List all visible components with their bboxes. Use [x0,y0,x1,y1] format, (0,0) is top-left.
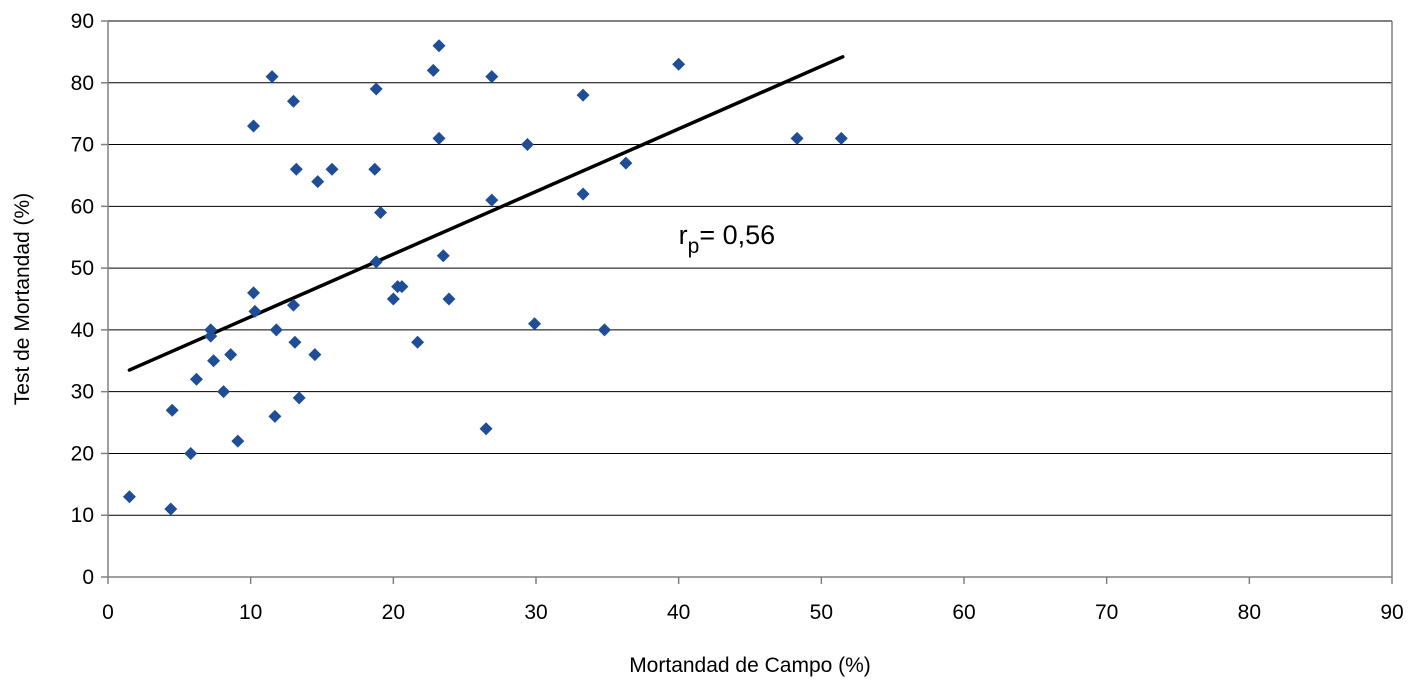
x-tick-label: 50 [810,601,833,624]
data-point [834,131,848,145]
data-point [411,335,425,349]
data-point [369,255,383,269]
data-point [373,206,387,220]
data-point [308,348,322,362]
data-point [217,385,231,399]
x-tick-label: 60 [952,601,975,624]
data-point [619,156,633,170]
data-point [436,249,450,263]
x-tick-label: 40 [667,601,690,624]
data-point [311,175,325,189]
y-tick-label: 40 [71,319,94,342]
x-tick-label: 10 [239,601,262,624]
data-point [597,323,611,337]
data-point [207,354,221,368]
y-axis-title: Test de Mortandad (%) [11,193,34,405]
y-tick-label: 0 [82,566,94,589]
x-tick-labels: 0 10 20 30 40 50 60 70 80 90 [102,601,1404,624]
plot-background [108,21,1392,577]
y-tick-labels: 0 10 20 30 40 50 60 70 80 90 [71,10,94,589]
data-point [432,39,446,53]
y-tick-label: 90 [71,10,94,33]
annotation-value: = 0,56 [699,220,775,250]
data-point [247,119,261,133]
data-point [286,298,300,312]
y-tick-label: 30 [71,381,94,404]
data-point [189,372,203,386]
y-tick-label: 80 [71,72,94,95]
data-point [269,323,283,337]
data-point [520,138,534,152]
data-point [247,286,261,300]
data-point [165,403,179,417]
data-point [432,131,446,145]
data-point [395,280,409,294]
x-tick-label: 20 [382,601,405,624]
y-tick-label: 70 [71,134,94,157]
data-point [386,292,400,306]
x-tick-label: 0 [102,601,114,624]
data-point [672,57,686,71]
data-point [184,446,198,460]
data-point [248,304,262,318]
data-point [576,88,590,102]
x-axis-title: Mortandad de Campo (%) [629,654,871,677]
x-tick-label: 30 [524,601,547,624]
data-point [790,131,804,145]
data-points [122,39,848,516]
y-tick-label: 60 [71,195,94,218]
data-point [204,329,218,343]
data-point [288,335,302,349]
data-point [528,317,542,331]
trendline-group [127,55,845,372]
annotation-main: r [679,220,688,250]
data-point [292,391,306,405]
data-point [224,348,238,362]
axes [101,20,1393,584]
data-point [485,193,499,207]
data-point [286,94,300,108]
x-tick-label: 90 [1380,601,1403,624]
annotation-subscript: p [688,235,700,258]
data-point [369,82,383,96]
data-point [289,162,303,176]
data-point [325,162,339,176]
data-point [442,292,456,306]
correlation-annotation: rp= 0,56 [679,220,776,258]
trendline [127,55,845,372]
data-point [231,434,245,448]
annotations: rp= 0,56 [679,220,776,258]
x-tick-label: 80 [1238,601,1261,624]
data-point [426,63,440,77]
data-point [265,70,279,84]
gridlines [108,20,1392,516]
x-tick-label: 70 [1095,601,1118,624]
data-point [479,422,493,436]
data-point [576,187,590,201]
data-point [485,70,499,84]
data-point [368,162,382,176]
data-point [122,490,136,504]
y-tick-label: 20 [71,442,94,465]
data-point [268,409,282,423]
data-point [164,502,178,516]
y-tick-label: 10 [71,504,94,527]
y-tick-label: 50 [71,257,94,280]
